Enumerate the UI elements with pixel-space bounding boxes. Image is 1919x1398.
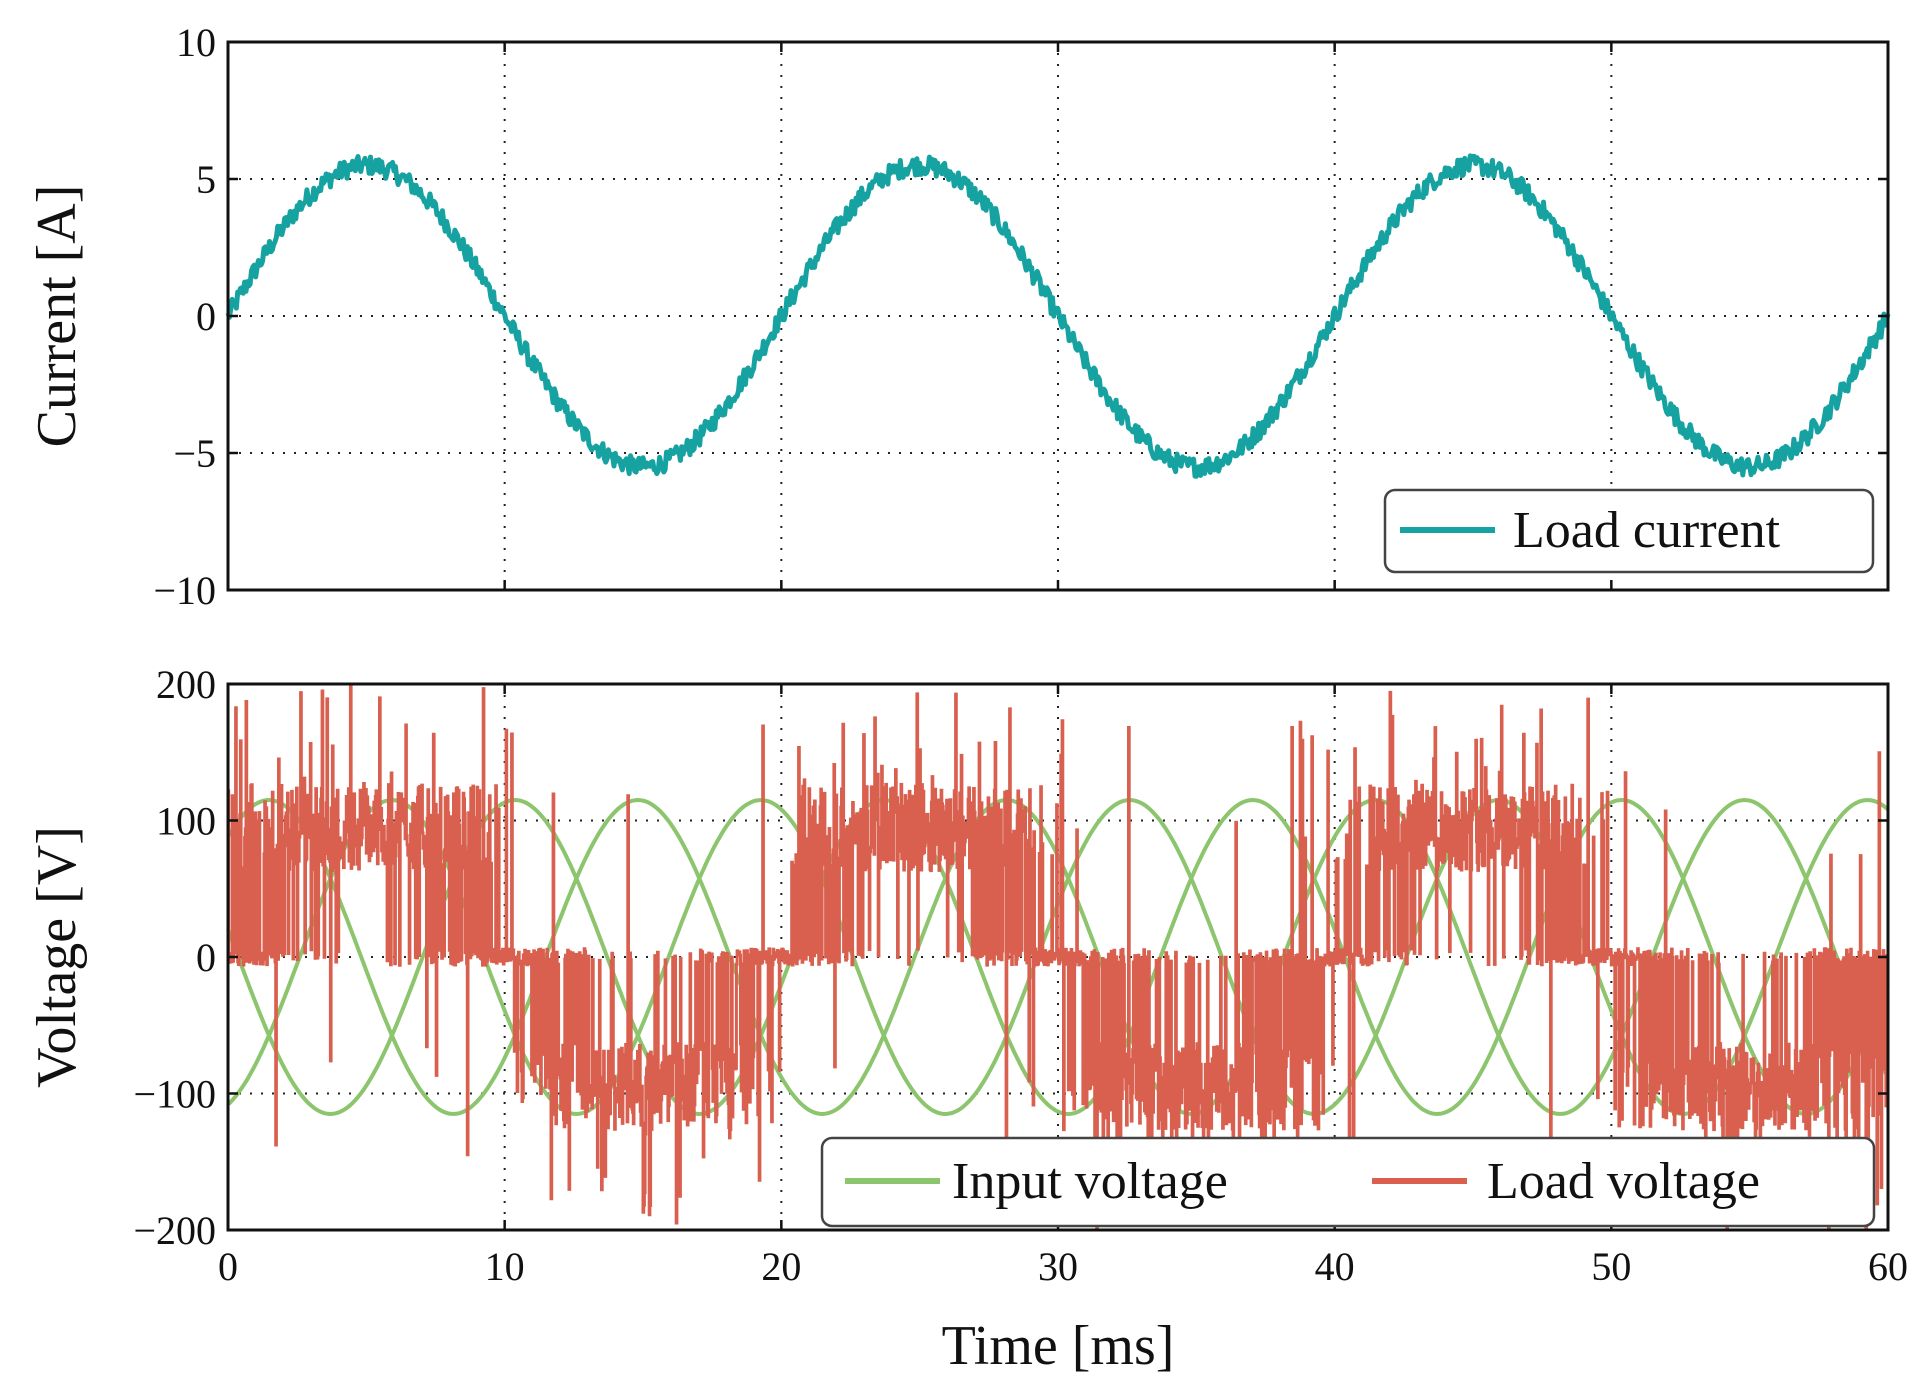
x-tick-label: 10 xyxy=(485,1244,525,1289)
current-ticks xyxy=(226,40,1890,592)
y-tick-label: 200 xyxy=(156,662,216,707)
current-panel: −10 −5 0 5 10 Current [A] Load current xyxy=(26,20,1891,613)
x-tick-label: 20 xyxy=(761,1244,801,1289)
time-x-tick-labels: 0 10 20 30 40 50 60 xyxy=(218,1244,1908,1289)
y-tick-label: 10 xyxy=(176,20,216,65)
x-tick-label: 30 xyxy=(1038,1244,1078,1289)
y-tick-label: −200 xyxy=(133,1208,216,1253)
voltage-legend: Input voltage Load voltage xyxy=(820,1136,1876,1228)
voltage-y-axis-title: Voltage [V] xyxy=(26,826,88,1088)
x-tick-label: 50 xyxy=(1591,1244,1631,1289)
voltage-ticks xyxy=(226,682,1890,1232)
current-legend: Load current xyxy=(1383,488,1875,574)
y-tick-label: 0 xyxy=(196,935,216,980)
y-tick-label: 5 xyxy=(196,157,216,202)
x-tick-label: 0 xyxy=(218,1244,238,1289)
load-voltage-line xyxy=(226,684,1890,1231)
y-tick-label: −10 xyxy=(153,568,216,613)
legend-label-load-current: Load current xyxy=(1513,502,1781,559)
legend-label-load-voltage: Load voltage xyxy=(1487,1153,1760,1210)
legend-label-input-voltage: Input voltage xyxy=(952,1153,1228,1210)
time-x-axis-title: Time [ms] xyxy=(942,1315,1175,1377)
voltage-panel: −200 −100 0 100 200 0 10 20 30 40 50 60 Voltage [V… xyxy=(26,662,1908,1377)
y-tick-label: −100 xyxy=(133,1072,216,1117)
current-y-tick-labels: −10 −5 0 5 10 xyxy=(153,20,216,613)
y-tick-label: −5 xyxy=(173,431,216,476)
y-tick-label: 0 xyxy=(196,294,216,339)
current-y-axis-title: Current [A] xyxy=(26,185,88,448)
y-tick-label: 100 xyxy=(156,799,216,844)
voltage-legend-box xyxy=(820,1136,1876,1228)
x-tick-label: 40 xyxy=(1315,1244,1355,1289)
x-tick-label: 60 xyxy=(1868,1244,1908,1289)
current-legend-box xyxy=(1383,488,1875,574)
load-current-line xyxy=(225,153,1891,479)
voltage-y-tick-labels: −200 −100 0 100 200 xyxy=(133,662,216,1253)
